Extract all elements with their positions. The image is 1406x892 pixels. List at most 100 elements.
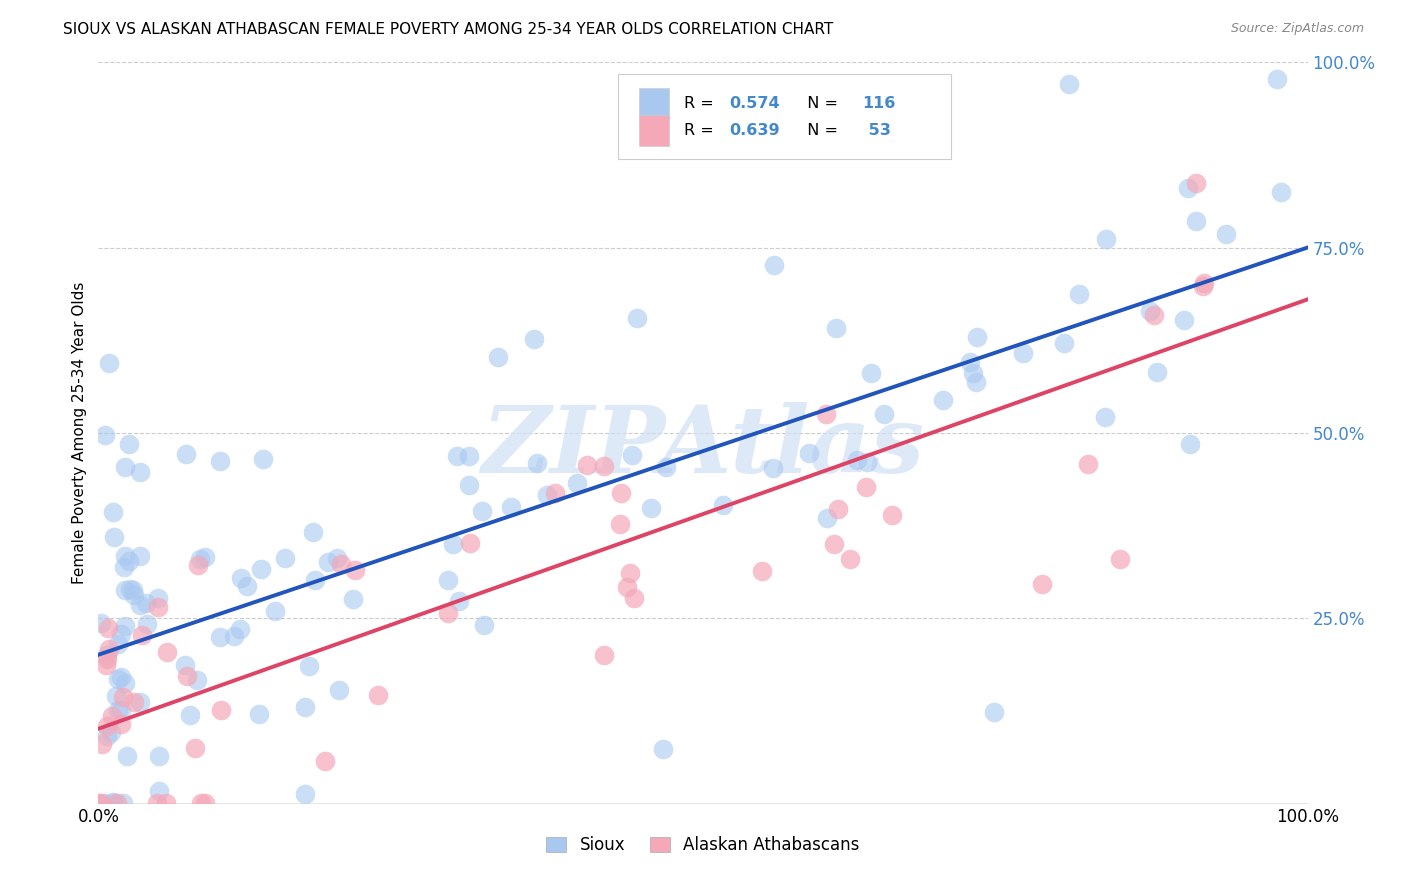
Point xyxy=(131,627,153,641)
Point xyxy=(966,375,988,389)
Point xyxy=(174,447,197,461)
Point xyxy=(112,690,135,705)
Point xyxy=(101,795,124,809)
Point xyxy=(499,500,522,515)
Point xyxy=(1173,313,1195,327)
Point xyxy=(326,551,349,566)
Point xyxy=(105,796,128,810)
Text: N =: N = xyxy=(797,123,844,138)
Point xyxy=(1192,276,1215,290)
Y-axis label: Female Poverty Among 25-34 Year Olds: Female Poverty Among 25-34 Year Olds xyxy=(72,282,87,583)
Point xyxy=(1185,213,1208,227)
Point xyxy=(880,508,903,522)
Point xyxy=(110,626,132,640)
Point xyxy=(471,503,494,517)
Point xyxy=(146,599,169,614)
Point xyxy=(129,598,152,612)
Point xyxy=(110,717,132,731)
Point xyxy=(655,459,678,474)
FancyBboxPatch shape xyxy=(638,115,669,146)
Point xyxy=(762,460,785,475)
Point xyxy=(209,453,232,467)
Point xyxy=(1057,77,1080,91)
Point xyxy=(118,582,141,596)
Point xyxy=(263,604,285,618)
Point xyxy=(576,458,599,472)
Point xyxy=(179,708,201,723)
Point xyxy=(155,796,177,810)
Point xyxy=(110,703,132,717)
FancyBboxPatch shape xyxy=(638,88,669,120)
Point xyxy=(1031,577,1053,591)
Text: Source: ZipAtlas.com: Source: ZipAtlas.com xyxy=(1230,22,1364,36)
Point xyxy=(983,705,1005,719)
Point xyxy=(593,459,616,474)
Point xyxy=(235,579,257,593)
Point xyxy=(96,658,118,673)
Point xyxy=(1185,176,1208,190)
Point xyxy=(97,621,120,635)
Point xyxy=(208,631,231,645)
Text: 53: 53 xyxy=(863,123,890,138)
Point xyxy=(222,629,245,643)
Point xyxy=(1095,232,1118,246)
Point xyxy=(592,648,614,663)
Point xyxy=(536,488,558,502)
Point xyxy=(294,699,316,714)
Point xyxy=(651,741,673,756)
Point xyxy=(94,796,117,810)
Point xyxy=(110,670,132,684)
Point xyxy=(640,500,662,515)
Point xyxy=(1109,552,1132,566)
Point xyxy=(231,571,253,585)
Point xyxy=(103,530,125,544)
Point xyxy=(458,478,481,492)
Point xyxy=(294,787,316,801)
Point xyxy=(609,517,631,532)
Point xyxy=(962,366,984,380)
Point xyxy=(115,748,138,763)
Point xyxy=(91,737,114,751)
Text: N =: N = xyxy=(797,96,844,112)
Point xyxy=(441,537,464,551)
Point xyxy=(1215,227,1237,241)
Point xyxy=(343,563,366,577)
Point xyxy=(107,637,129,651)
Point xyxy=(122,589,145,603)
Text: 116: 116 xyxy=(863,96,896,112)
Point xyxy=(124,696,146,710)
Point xyxy=(184,740,207,755)
Point xyxy=(526,457,548,471)
Point xyxy=(797,446,820,460)
Point xyxy=(1180,437,1202,451)
Point xyxy=(1077,457,1099,471)
Point xyxy=(367,688,389,702)
Point xyxy=(472,617,495,632)
Point xyxy=(457,449,479,463)
Point xyxy=(90,615,112,630)
Point xyxy=(959,355,981,369)
Point xyxy=(89,796,111,810)
Point xyxy=(316,555,339,569)
Point xyxy=(112,560,135,574)
Point xyxy=(94,428,117,442)
Point xyxy=(1067,286,1090,301)
Point xyxy=(856,455,879,469)
Point xyxy=(209,703,232,717)
Point xyxy=(104,690,127,704)
Point xyxy=(626,311,648,326)
FancyBboxPatch shape xyxy=(619,73,950,159)
Text: 0.639: 0.639 xyxy=(730,123,780,138)
Point xyxy=(1270,185,1292,199)
Point xyxy=(194,550,217,565)
Point xyxy=(565,476,588,491)
Point xyxy=(762,258,785,272)
Legend: Sioux, Alaskan Athabascans: Sioux, Alaskan Athabascans xyxy=(540,830,866,861)
Point xyxy=(751,564,773,578)
Point xyxy=(330,557,353,571)
Point xyxy=(135,596,157,610)
Point xyxy=(252,451,274,466)
Point xyxy=(107,702,129,716)
Point xyxy=(188,551,211,566)
Point xyxy=(98,642,121,657)
